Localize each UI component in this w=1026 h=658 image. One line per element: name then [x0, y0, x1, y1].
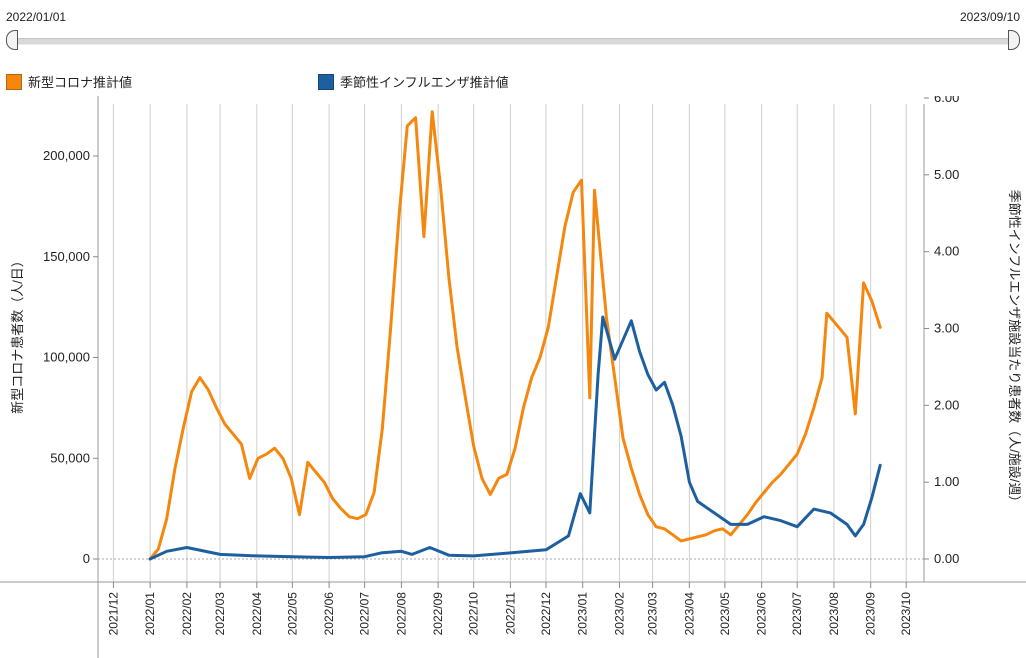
right-tick-label: 4.00 [934, 244, 959, 259]
x-tick-label: 2022/07 [358, 592, 372, 636]
legend-label-covid: 新型コロナ推計値 [28, 75, 133, 90]
x-tick-label: 2023/04 [682, 592, 696, 636]
x-tick-label: 2021/12 [106, 592, 120, 636]
x-tick-label: 2023/08 [827, 592, 841, 636]
range-end-handle[interactable] [1008, 30, 1020, 50]
legend-item-influenza[interactable]: 季節性インフルエンザ推計値 [318, 72, 509, 91]
x-tick-label: 2022/05 [285, 592, 299, 636]
left-tick-label: 100,000 [43, 350, 90, 365]
x-tick-label: 2023/05 [718, 592, 732, 636]
x-tick-label: 2022/02 [180, 592, 194, 636]
x-tick-label: 2023/03 [646, 592, 660, 636]
chart-legend: 新型コロナ推計値 季節性インフルエンザ推計値 [0, 66, 1026, 94]
left-axis-ticks: 0 50,000 100,000 150,000 200,000 [43, 148, 98, 566]
dual-axis-line-chart: 0 50,000 100,000 150,000 200,000 0.00 1.00 2.0… [0, 96, 1026, 658]
x-tick-label: 2023/10 [899, 592, 913, 636]
left-tick-label: 150,000 [43, 249, 90, 264]
right-tick-label: 2.00 [934, 397, 959, 412]
right-axis-title: 季節性インフルエンザ施設当たり患者数（人/施設/週） [1007, 190, 1022, 509]
x-tick-label: 2022/06 [322, 592, 336, 636]
right-tick-label: 5.00 [934, 167, 959, 182]
chart-grid [98, 104, 924, 582]
x-tick-label: 2023/09 [864, 592, 878, 636]
range-slider-track[interactable] [12, 38, 1012, 45]
x-tick-label: 2022/09 [431, 592, 445, 636]
right-axis-ticks: 0.00 1.00 2.00 3.00 4.00 5.00 6.00 [924, 96, 959, 566]
legend-swatch-influenza [318, 73, 334, 90]
range-selector: 2022/01/01 2023/09/10 [0, 0, 1026, 60]
x-tick-label: 2022/04 [250, 592, 264, 636]
left-axis-title: 新型コロナ患者数（人/日） [10, 254, 25, 414]
legend-label-influenza: 季節性インフルエンザ推計値 [340, 75, 509, 90]
range-start-handle[interactable] [6, 30, 18, 50]
x-tick-label: 2023/01 [576, 592, 590, 636]
x-tick-label: 2022/01 [143, 592, 157, 636]
x-tick-label: 2022/11 [503, 592, 517, 635]
left-tick-label: 50,000 [50, 450, 90, 465]
x-tick-label: 2023/06 [755, 592, 769, 636]
x-tick-label: 2022/12 [539, 592, 553, 636]
x-tick-label: 2022/08 [394, 592, 408, 636]
x-tick-label: 2023/07 [790, 592, 804, 636]
right-tick-label: 3.00 [934, 321, 959, 336]
range-start-label: 2022/01/01 [6, 10, 67, 24]
x-axis-ticks: 2021/12 2022/01 2022/02 2022/03 2022/04 2022/… [106, 582, 913, 635]
chart-series [148, 110, 882, 561]
right-tick-label: 0.00 [934, 551, 959, 566]
covid-series-line [148, 110, 882, 561]
right-tick-label: 6.00 [934, 96, 959, 105]
left-tick-label: 200,000 [43, 148, 90, 163]
chart-axes [0, 96, 1026, 658]
legend-swatch-covid [6, 73, 22, 90]
influenza-series-line [148, 315, 882, 561]
x-tick-label: 2023/02 [612, 592, 626, 636]
range-end-label: 2023/09/10 [959, 10, 1020, 24]
left-tick-label: 0 [83, 551, 90, 566]
x-tick-label: 2022/10 [467, 592, 481, 636]
x-tick-label: 2022/03 [213, 592, 227, 636]
legend-item-covid[interactable]: 新型コロナ推計値 [6, 72, 132, 91]
right-tick-label: 1.00 [934, 474, 959, 489]
